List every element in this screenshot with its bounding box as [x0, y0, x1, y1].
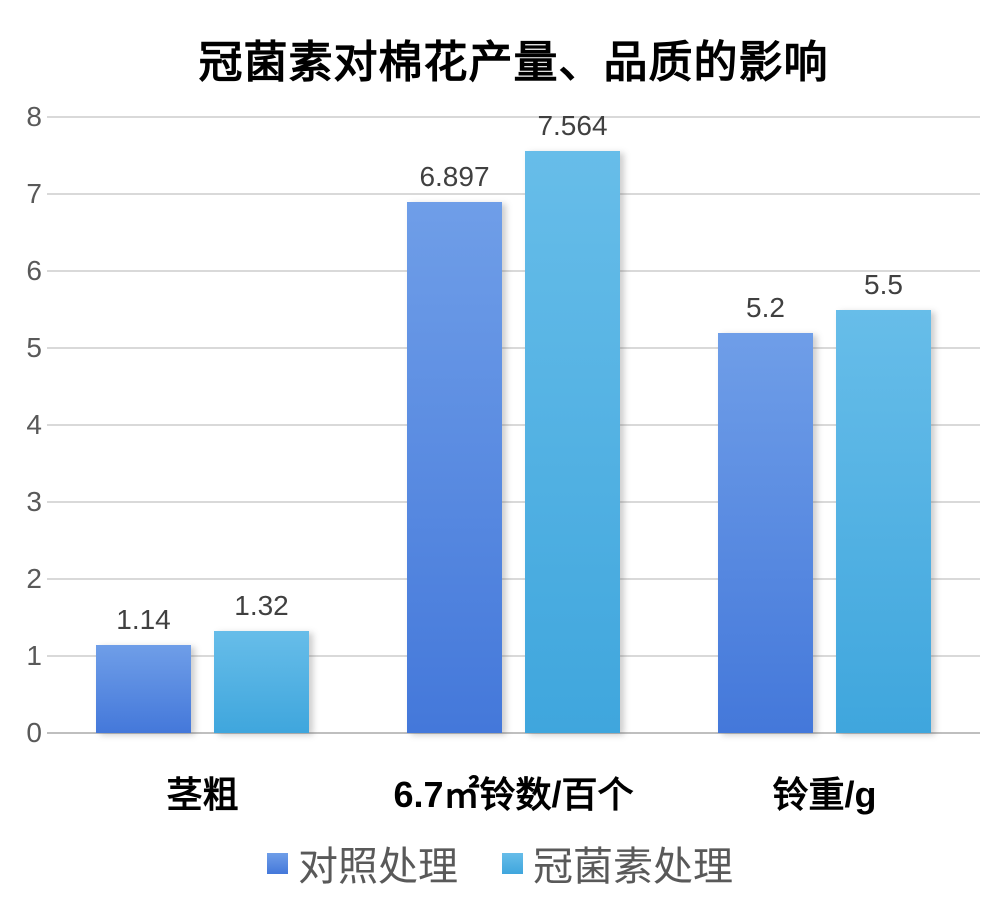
gridline — [47, 501, 980, 503]
gridline — [47, 655, 980, 657]
category-label: 6.7㎡铃数/百个 — [393, 774, 634, 815]
gridline — [47, 347, 980, 349]
gridline — [47, 424, 980, 426]
y-tick-label: 2 — [26, 563, 42, 594]
y-tick-label: 8 — [26, 101, 42, 132]
data-label: 7.564 — [537, 109, 608, 141]
y-tick-label: 3 — [26, 486, 42, 517]
data-label: 5.5 — [864, 268, 903, 300]
bar-series2-group1 — [214, 631, 309, 733]
y-tick-label: 4 — [26, 409, 42, 440]
bar-series1-group2 — [407, 201, 502, 733]
y-tick-label: 6 — [26, 255, 42, 286]
y-tick-label: 7 — [26, 178, 42, 209]
legend-label: 冠菌素处理 — [533, 845, 733, 889]
data-label: 1.32 — [234, 590, 289, 622]
legend-entry-series1: 对照处理 — [267, 834, 458, 892]
legend-label: 对照处理 — [298, 845, 458, 889]
chart-title: 冠菌素对棉花产量、品质的影响 — [198, 38, 829, 87]
bar-series1-group3 — [718, 332, 813, 733]
legend: 对照处理 冠菌素处理 — [0, 838, 1000, 889]
gridline — [47, 578, 980, 580]
y-tick-label: 5 — [26, 332, 42, 363]
data-label: 1.14 — [116, 604, 171, 636]
data-label: 6.897 — [419, 160, 490, 192]
legend-swatch-icon — [502, 852, 523, 874]
legend-entry-series2: 冠菌素处理 — [502, 834, 733, 892]
data-label: 5.2 — [746, 291, 785, 323]
x-axis-baseline — [47, 732, 980, 734]
category-label: 铃重/g — [772, 774, 877, 815]
legend-swatch-icon — [267, 852, 288, 874]
bar-series1-group1 — [96, 645, 191, 733]
gridline — [47, 193, 980, 195]
gridline — [47, 270, 980, 272]
gridline — [47, 116, 980, 118]
bar-series2-group2 — [525, 150, 620, 733]
category-label: 茎粗 — [166, 774, 239, 815]
bar-series2-group3 — [836, 309, 931, 733]
y-tick-label: 1 — [26, 640, 42, 671]
y-tick-label: 0 — [26, 717, 42, 748]
